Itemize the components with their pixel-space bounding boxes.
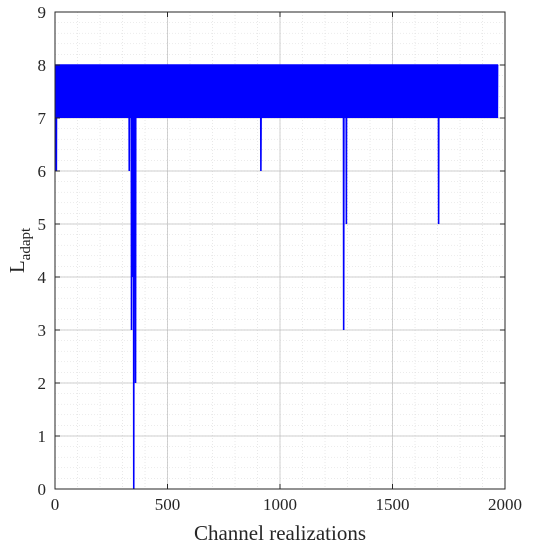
y-axis-label-main: L bbox=[5, 260, 29, 273]
y-tick-label: 5 bbox=[38, 215, 47, 234]
x-tick-label: 2000 bbox=[488, 495, 522, 514]
y-axis-label-sub: adapt bbox=[18, 227, 34, 260]
series-line-0 bbox=[54, 64, 499, 490]
y-axis-label: Ladapt bbox=[5, 227, 34, 273]
x-tick-label: 500 bbox=[155, 495, 181, 514]
y-tick-label: 8 bbox=[38, 56, 47, 75]
x-tick-label: 1000 bbox=[263, 495, 297, 514]
y-tick-label: 7 bbox=[38, 109, 47, 128]
y-tick-label: 3 bbox=[38, 321, 47, 340]
y-tick-label: 4 bbox=[38, 268, 47, 287]
ticks bbox=[54, 11, 506, 490]
tick-labels: 0 500 1000 1500 2000 0 1 2 3 4 5 6 7 8 9 bbox=[38, 3, 523, 514]
y-tick-label: 6 bbox=[38, 162, 47, 181]
y-tick-label: 9 bbox=[38, 3, 47, 22]
x-axis-label: Channel realizations bbox=[194, 521, 366, 545]
y-tick-label: 1 bbox=[38, 427, 47, 446]
x-tick-label: 0 bbox=[51, 495, 60, 514]
series-layer bbox=[54, 64, 499, 490]
x-tick-label: 1500 bbox=[376, 495, 410, 514]
y-tick-label: 0 bbox=[38, 480, 47, 499]
y-tick-label: 2 bbox=[38, 374, 47, 393]
